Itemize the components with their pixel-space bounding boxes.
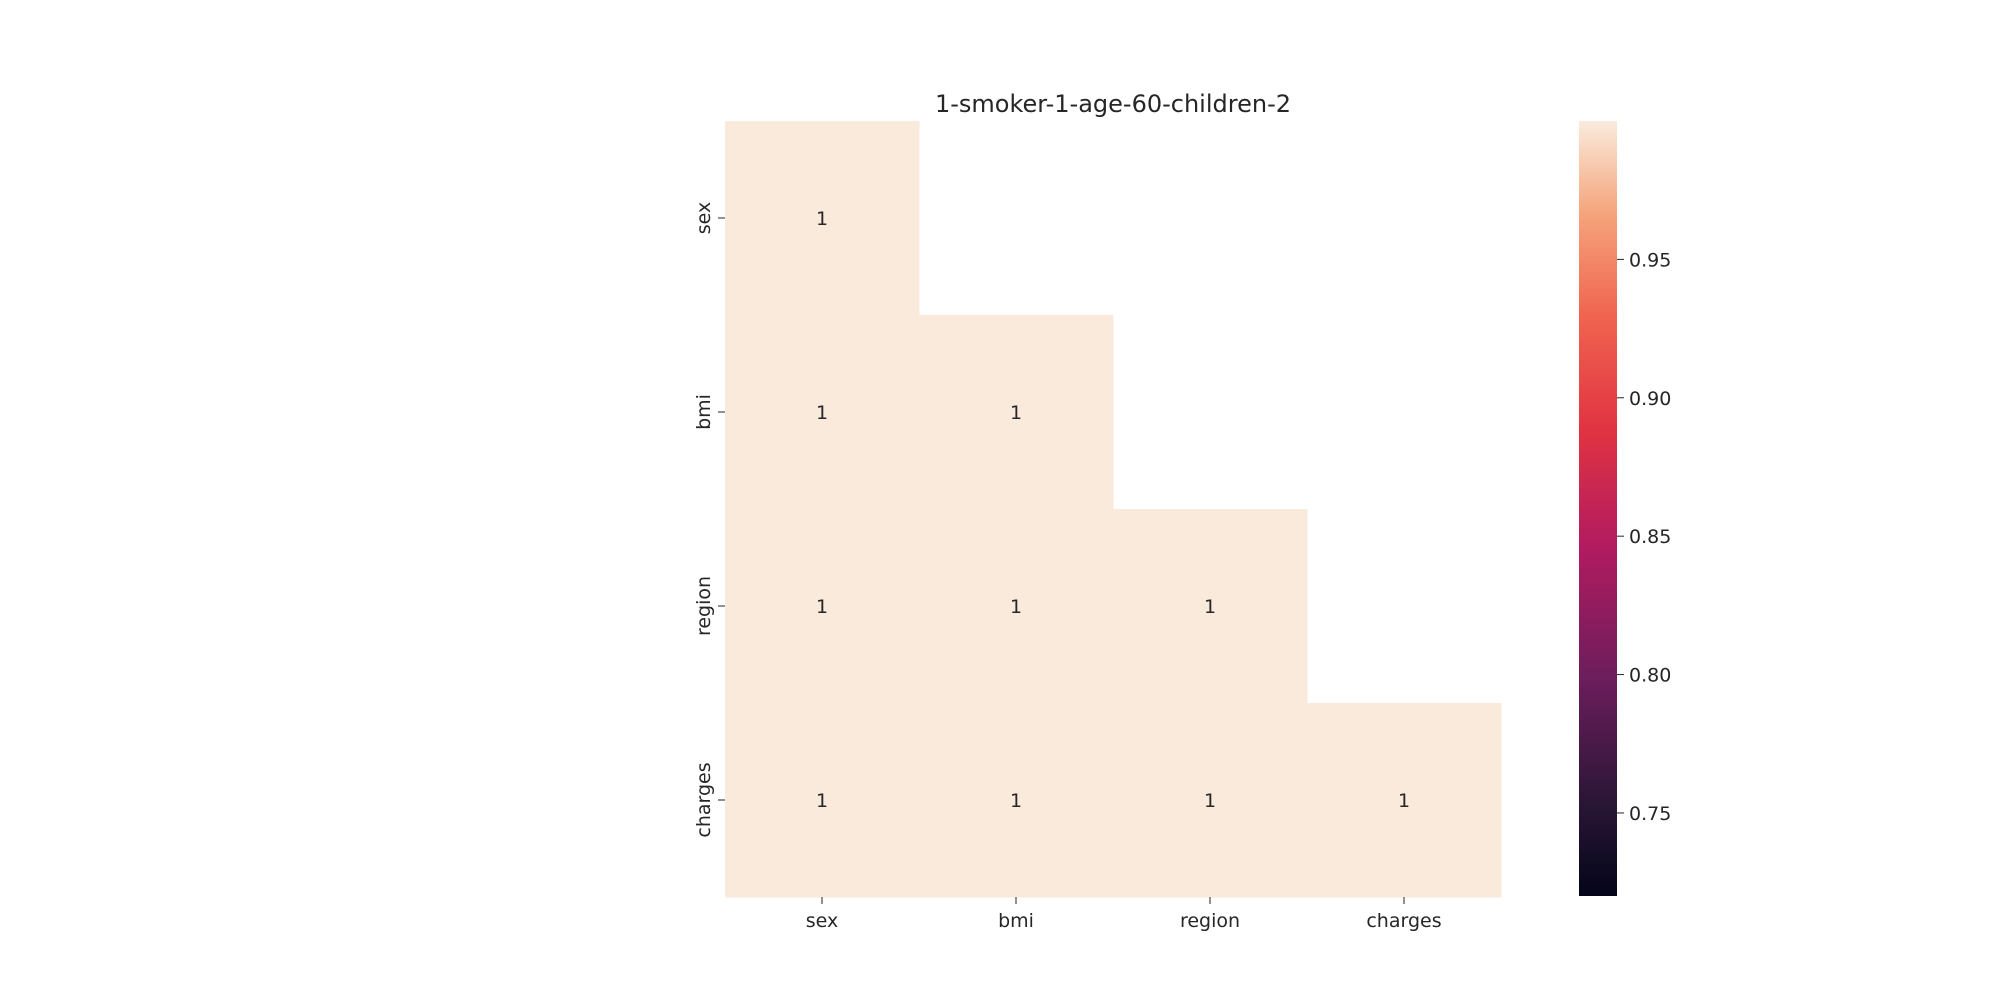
x-tick-label: bmi: [998, 910, 1034, 932]
y-tick: bmi: [693, 394, 725, 430]
heatmap-cell: [919, 509, 1114, 704]
heatmap-cells: [725, 121, 1502, 898]
colorbar-tick-label: 0.90: [1629, 388, 1671, 410]
colorbar-tick: 0.95: [1617, 249, 1671, 271]
x-tick-label: sex: [806, 910, 839, 932]
colorbar-tick: 0.90: [1617, 388, 1671, 410]
heatmap-cell: [725, 121, 920, 316]
heatmap-cell: [919, 703, 1114, 898]
cell-value-label: 1: [1010, 790, 1022, 812]
colorbar-tick-label: 0.80: [1629, 665, 1671, 687]
heatmap-cell: [725, 509, 920, 704]
cell-value-label: 1: [1010, 596, 1022, 618]
cell-value-label: 1: [816, 208, 828, 230]
y-tick: sex: [693, 202, 725, 235]
x-axis: sex bmi region charges: [806, 897, 1442, 932]
heatmap-cell: [1113, 703, 1308, 898]
y-tick-label: region: [693, 576, 715, 636]
cell-value-label: 1: [1398, 790, 1410, 812]
cell-value-label: 1: [1010, 402, 1022, 424]
x-tick: charges: [1366, 897, 1442, 932]
cell-value-label: 1: [1204, 790, 1216, 812]
cell-value-label: 1: [816, 790, 828, 812]
colorbar-tick: 0.85: [1617, 526, 1671, 548]
heatmap-cell: [1113, 509, 1308, 704]
colorbar: [1579, 121, 1617, 896]
cell-value-label: 1: [1204, 596, 1216, 618]
chart-title: 1-smoker-1-age-60-children-2: [935, 90, 1291, 118]
cell-value-label: 1: [816, 596, 828, 618]
x-tick-label: charges: [1366, 910, 1441, 932]
colorbar-tick-label: 0.75: [1629, 803, 1671, 825]
y-tick: charges: [693, 762, 725, 838]
y-tick-label: bmi: [693, 394, 715, 430]
heatmap-cell: [725, 315, 920, 510]
x-tick: sex: [806, 897, 839, 932]
colorbar-tick: 0.75: [1617, 803, 1671, 825]
colorbar-tick-label: 0.85: [1629, 526, 1671, 548]
y-tick-label: charges: [693, 762, 715, 837]
x-tick: region: [1180, 897, 1240, 932]
cell-value-label: 1: [816, 402, 828, 424]
x-tick: bmi: [998, 897, 1034, 932]
colorbar-tick: 0.80: [1617, 665, 1671, 687]
heatmap-cell: [725, 703, 920, 898]
colorbar-tick-label: 0.95: [1629, 249, 1671, 271]
y-tick-label: sex: [693, 202, 715, 235]
y-axis: sex bmi region charges: [693, 202, 725, 838]
colorbar-ticks: 0.75 0.80 0.85 0.90 0.95: [1617, 249, 1671, 825]
y-tick: region: [693, 576, 725, 636]
heatmap-cell: [1307, 703, 1502, 898]
heatmap-cell: [919, 315, 1114, 510]
heatmap-annotations: 1 1 1 1 1 1 1 1 1 1: [816, 208, 1410, 812]
x-tick-label: region: [1180, 910, 1240, 932]
